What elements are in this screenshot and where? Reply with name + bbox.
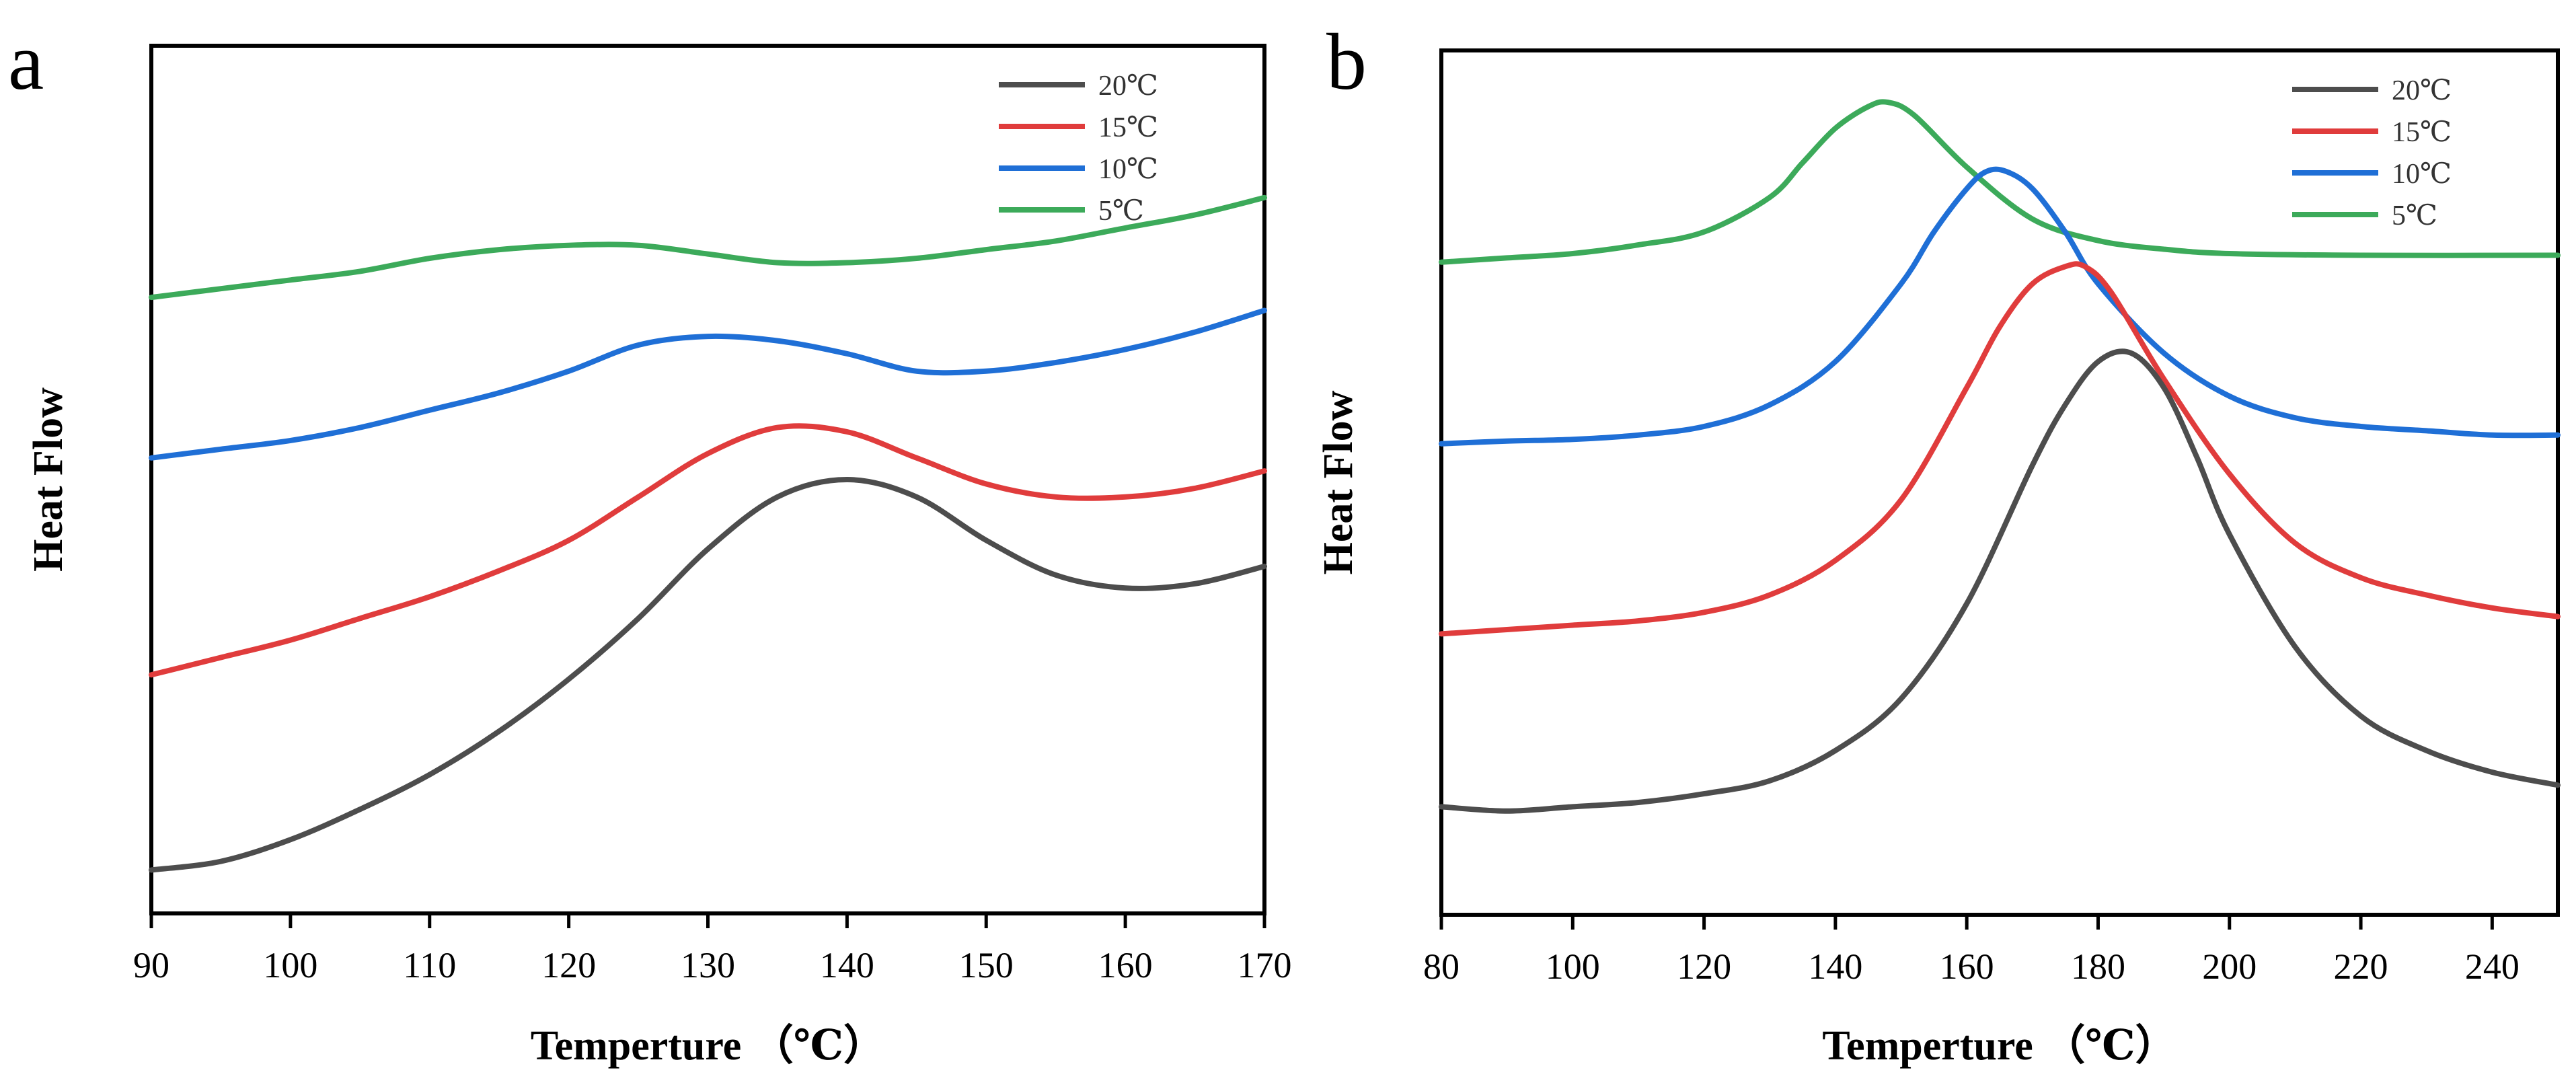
y-axis-title: Heat Flow [26, 387, 71, 572]
x-tick-label: 90 [133, 945, 169, 985]
x-tick-label: 100 [1546, 946, 1600, 987]
series-line-5c [1439, 99, 2561, 265]
x-tick-label: 110 [403, 945, 456, 985]
panel-b-chart: b 80 100 120 140 160 180 200 220 240 Temperture （℃… [1316, 17, 2561, 1069]
series-line-10c [149, 307, 1267, 461]
series-line-20c [149, 477, 1267, 873]
x-tick-label: 200 [2202, 946, 2257, 987]
x-tick-label: 120 [541, 945, 596, 985]
legend-entry: 15℃ [1098, 112, 1158, 143]
y-axis-title: Heat Flow [1316, 390, 1361, 574]
panel-label: a [8, 17, 44, 106]
x-tick-label: 100 [263, 945, 317, 985]
x-tick-label: 140 [820, 945, 874, 985]
legend-entry: 5℃ [2392, 200, 2437, 231]
x-tick-label: 150 [959, 945, 1014, 985]
legend-entry: 15℃ [2392, 117, 2452, 148]
legend-entry: 20℃ [2392, 75, 2452, 106]
plot-frame [149, 44, 1266, 915]
x-tick-label: 220 [2334, 946, 2388, 987]
x-tick-label: 120 [1677, 946, 1731, 987]
series-line-5c [149, 194, 1267, 301]
x-axis-title: Temperture （℃） [531, 1022, 885, 1069]
panel-a-chart: a 90 100 110 120 130 140 150 160 170 Temperture （℃… [8, 17, 1292, 1069]
x-tick-label: 160 [1940, 946, 1994, 987]
series-line-15c [149, 423, 1267, 678]
series-line-15c [1439, 261, 2561, 637]
legend-entry: 20℃ [1098, 71, 1158, 102]
series-line-20c [1439, 348, 2561, 814]
series-line-10c [1439, 166, 2561, 447]
x-tick-label: 80 [1423, 946, 1460, 987]
x-tick-label: 180 [2071, 946, 2125, 987]
x-tick-label: 140 [1808, 946, 1862, 987]
legend-entry: 10℃ [1098, 154, 1158, 185]
legend-entry: 10℃ [2392, 159, 2452, 190]
x-tick-label: 240 [2465, 946, 2520, 987]
legend-entry: 5℃ [1098, 196, 1144, 227]
x-tick-label: 130 [681, 945, 735, 985]
panel-label: b [1326, 17, 1367, 106]
x-tick-label: 160 [1098, 945, 1153, 985]
x-tick-label: 170 [1238, 945, 1292, 985]
plot-frame [1439, 48, 2560, 917]
x-axis-title: Temperture （℃） [1822, 1022, 2176, 1069]
